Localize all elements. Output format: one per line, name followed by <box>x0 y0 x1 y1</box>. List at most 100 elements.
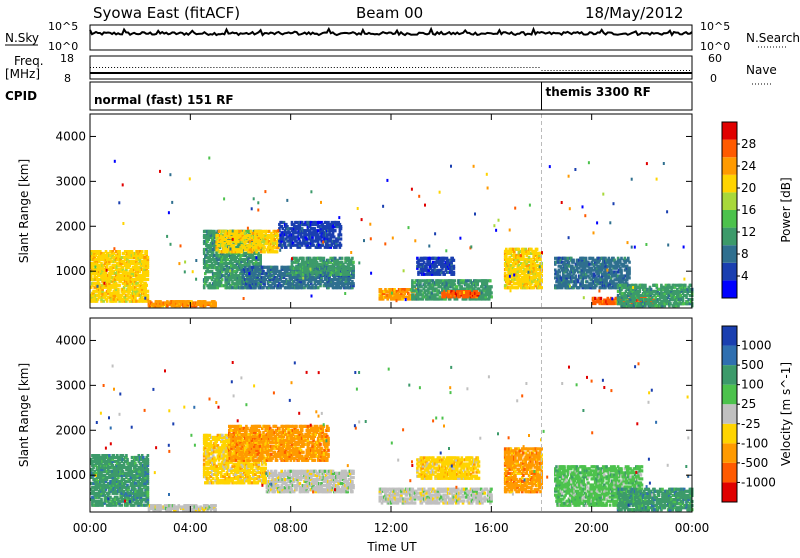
nave-dot <box>454 67 455 68</box>
echo-cell <box>440 279 443 282</box>
echo-cell <box>307 242 310 245</box>
nave-dot <box>406 67 407 68</box>
nave-dot <box>207 67 208 68</box>
nave-dot <box>659 70 660 71</box>
nave-dot <box>493 67 494 68</box>
nave-dot <box>355 67 356 68</box>
nave-dot <box>117 67 118 68</box>
nave-dot <box>566 70 567 71</box>
nave-dot <box>313 67 314 68</box>
nave-dot <box>584 70 585 71</box>
nave-dot <box>548 70 549 71</box>
nave-dot <box>481 67 482 68</box>
nave-dot <box>569 70 570 71</box>
nave-dot <box>316 67 317 68</box>
nave-dot <box>195 67 196 68</box>
nave-dot <box>102 67 103 68</box>
nave-dot <box>237 67 238 68</box>
echo-cell <box>276 250 279 253</box>
nave-dot <box>538 67 539 68</box>
echo-cell <box>204 276 207 279</box>
nave-dot <box>554 70 555 71</box>
nave-dot <box>457 67 458 68</box>
station-title: Syowa East (fitACF) <box>93 4 240 22</box>
echo-cell <box>567 257 570 260</box>
echo-cell <box>456 285 459 288</box>
echo-cell <box>219 250 222 253</box>
echo-cell <box>302 257 305 260</box>
nave-dot <box>590 70 591 71</box>
nave-dot <box>340 67 341 68</box>
echo-cell <box>144 278 147 281</box>
echo-cell <box>263 250 266 253</box>
nave-dot <box>162 67 163 68</box>
nave-dot <box>111 67 112 68</box>
echo-cell <box>443 273 446 276</box>
nave-dot <box>611 70 612 71</box>
echo-cell <box>266 230 269 233</box>
nave-dot <box>656 70 657 71</box>
echo-cell <box>519 274 522 277</box>
nave-dot <box>367 67 368 68</box>
nave-dot <box>409 67 410 68</box>
freq-label-line2: [MHz] <box>5 67 40 81</box>
nave-dot <box>620 70 621 71</box>
nave-dot <box>626 70 627 71</box>
nave-dot <box>376 67 377 68</box>
nave-dot <box>286 67 287 68</box>
nave-dot <box>358 67 359 68</box>
echo-cell <box>237 240 240 243</box>
echo-cell <box>292 261 295 264</box>
nave-dot <box>174 67 175 68</box>
nave-dot <box>557 70 558 71</box>
nave-dot <box>319 67 320 68</box>
nave-label: Nave <box>746 63 777 77</box>
nave-dot <box>213 67 214 68</box>
nave-dot <box>298 67 299 68</box>
nave-dot <box>412 67 413 68</box>
echo-cell <box>249 240 252 243</box>
echo-cell <box>287 227 290 230</box>
nave-dot <box>502 67 503 68</box>
echo-cell <box>340 225 343 228</box>
echo-cell <box>145 284 148 287</box>
echo-cell <box>317 286 320 289</box>
echo-cell <box>340 244 343 247</box>
nave-dot <box>415 67 416 68</box>
nave-dot <box>424 67 425 68</box>
nave-dot <box>159 67 160 68</box>
echo-cell <box>240 258 243 261</box>
freq-label-line1: Freq. <box>14 54 44 68</box>
nave-dot <box>400 67 401 68</box>
freq-right-tick-top: 60 <box>708 52 722 65</box>
nave-dot <box>123 67 124 68</box>
echo-cell <box>246 234 249 237</box>
echo-cell <box>147 278 150 281</box>
nave-dot <box>153 67 154 68</box>
echo-cell <box>242 286 245 289</box>
nave-dot <box>403 67 404 68</box>
nave-dot <box>653 70 654 71</box>
nave-dot <box>671 70 672 71</box>
nave-dot <box>105 67 106 68</box>
echo-cell <box>337 261 340 264</box>
echo-cell <box>490 285 493 288</box>
nave-dot <box>460 67 461 68</box>
echo-cell <box>404 288 407 291</box>
nave-dot <box>141 67 142 68</box>
echo-cell <box>527 286 530 289</box>
echo-cell <box>135 300 138 303</box>
nave-dot <box>433 67 434 68</box>
echo-cell <box>478 279 481 282</box>
noise-right-tick-top: 10^5 <box>700 20 730 33</box>
nave-dot <box>150 67 151 68</box>
echo-cell <box>250 276 253 279</box>
nave-dot <box>665 70 666 71</box>
echo-cell <box>559 270 562 273</box>
echo-cell <box>554 257 557 260</box>
echo-cell <box>530 276 533 279</box>
echo-cell <box>147 256 150 259</box>
nave-dot <box>165 67 166 68</box>
echo-cell <box>315 284 318 287</box>
echo-cell <box>98 278 101 281</box>
